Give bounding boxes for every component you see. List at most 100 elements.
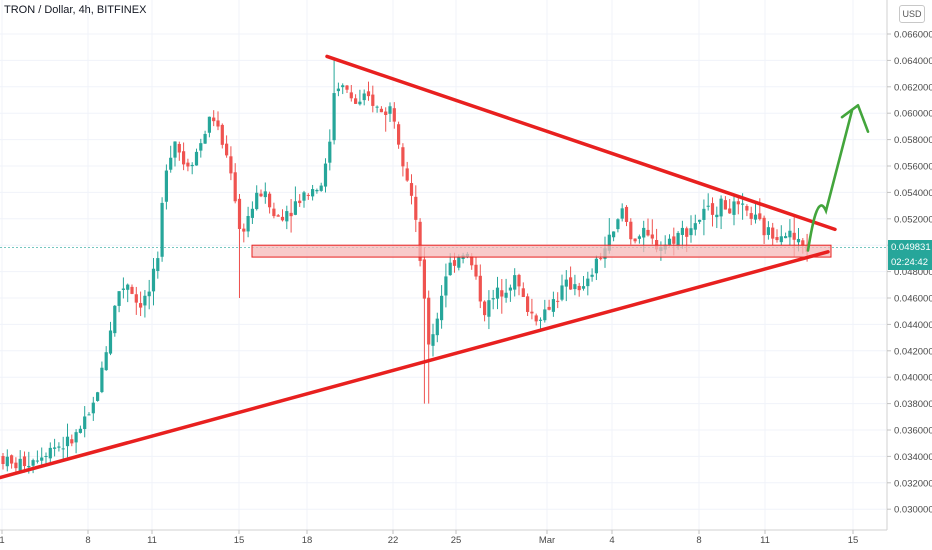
candle (401, 143, 405, 177)
candle (629, 218, 633, 245)
candle (624, 205, 629, 227)
candle (298, 194, 302, 207)
candle (586, 271, 590, 296)
candle (723, 196, 727, 210)
candle (745, 204, 749, 217)
price-axis-label: 0.044000 (894, 320, 932, 331)
candle (594, 255, 598, 281)
price-axis-label: 0.064000 (894, 56, 932, 67)
candle (194, 148, 199, 166)
candle (483, 300, 487, 322)
candle (48, 442, 52, 464)
candle (508, 284, 512, 302)
candle (100, 361, 104, 394)
candle (336, 82, 340, 97)
candle (212, 110, 216, 127)
candle (104, 346, 108, 371)
candle (328, 129, 332, 171)
candle (160, 197, 164, 262)
candle (182, 142, 186, 171)
price-axis-label: 0.038000 (894, 399, 932, 410)
candle (233, 163, 237, 204)
candle (366, 81, 371, 101)
candle (431, 323, 435, 357)
support-zone (251, 244, 832, 258)
candle (573, 274, 577, 296)
candle (190, 162, 194, 175)
time-axis-label: 25 (451, 535, 462, 546)
candle (91, 396, 95, 421)
candle (547, 299, 551, 311)
descending-trendline (325, 54, 837, 232)
candle (229, 146, 233, 181)
candle (173, 141, 177, 167)
ascending-trendline (0, 250, 830, 480)
candle (732, 196, 736, 226)
time-axis-label: 15 (234, 535, 245, 546)
candle (414, 185, 418, 233)
price-axis-label: 0.054000 (894, 188, 932, 199)
candle (409, 174, 414, 205)
price-axis-label: 0.062000 (894, 82, 932, 93)
candle (237, 193, 242, 298)
projection-arrow (806, 109, 854, 252)
price-axis-label: 0.042000 (894, 346, 932, 357)
candle (719, 195, 723, 230)
time-axis-label: 15 (848, 535, 859, 546)
candle (358, 89, 362, 106)
candle (612, 231, 616, 242)
candle (272, 202, 276, 219)
candle (427, 290, 431, 404)
candle (495, 276, 500, 310)
current-price-badge: 0.049831 (888, 240, 932, 255)
candle (474, 257, 478, 280)
candle (311, 184, 315, 201)
candle (31, 458, 35, 474)
candle (276, 213, 280, 217)
candle (556, 292, 560, 309)
candle (487, 290, 491, 330)
candle (186, 158, 190, 172)
candle (405, 161, 409, 182)
candle (779, 225, 783, 246)
currency-button[interactable]: USD (899, 5, 925, 23)
candle (10, 454, 14, 469)
candle (121, 277, 125, 299)
candle (332, 59, 336, 145)
candle (285, 205, 289, 230)
candle (775, 229, 779, 243)
candle (78, 425, 82, 434)
candle (581, 275, 586, 291)
candle (371, 85, 375, 113)
candle (543, 299, 547, 323)
candle (444, 263, 448, 308)
candle (590, 268, 594, 282)
candle (616, 218, 620, 233)
candle (96, 391, 100, 402)
time-axis-label: 8 (696, 535, 701, 546)
candle (680, 220, 684, 249)
candle (397, 121, 401, 149)
candle (517, 273, 521, 296)
price-axis-label: 0.030000 (894, 505, 932, 516)
candle (5, 449, 9, 472)
candle (513, 268, 517, 297)
candle (354, 94, 358, 105)
candle (323, 158, 328, 193)
time-axis[interactable]: 1 8 11 15 18 22 25 Mar 4 8 11 15 (0, 529, 887, 546)
candle (302, 190, 306, 208)
candle (74, 429, 78, 454)
price-axis-label: 0.058000 (894, 135, 932, 146)
candle (53, 438, 57, 457)
candle (375, 105, 379, 113)
candle (564, 270, 568, 302)
candle (225, 135, 229, 158)
candle (500, 279, 504, 314)
candle (362, 89, 366, 106)
candle (435, 312, 439, 343)
candle (259, 189, 263, 198)
time-axis-label: 8 (85, 535, 90, 546)
price-axis-label: 0.066000 (894, 30, 932, 41)
candle (491, 289, 495, 310)
